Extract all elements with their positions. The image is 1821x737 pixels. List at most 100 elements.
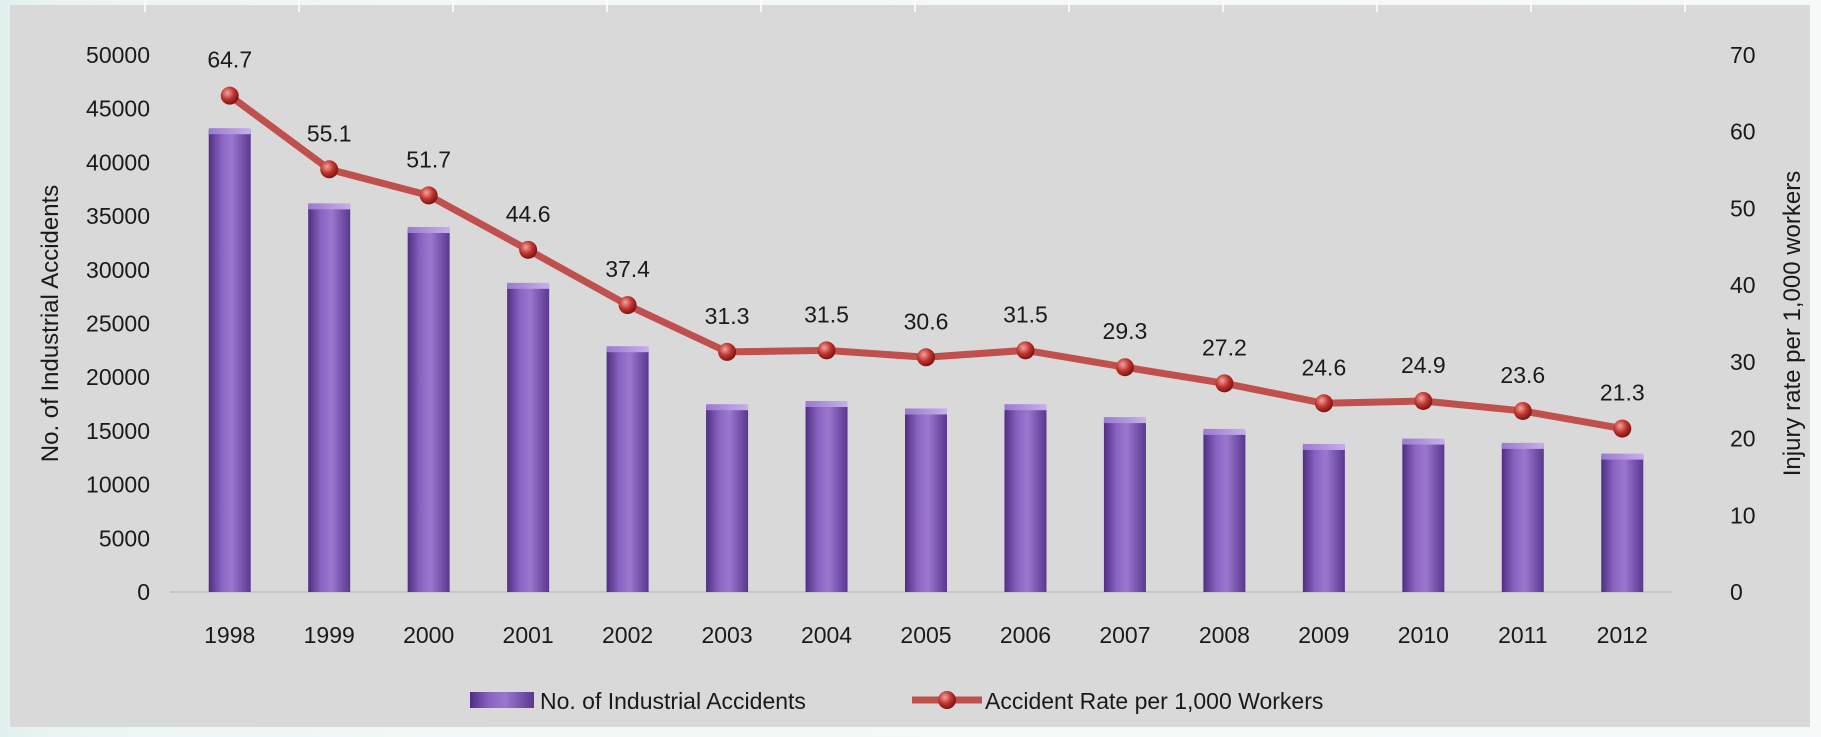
rate-data-label: 55.1: [307, 120, 352, 146]
x-tick-label: 2011: [1498, 622, 1547, 648]
rate-data-label: 44.6: [506, 201, 551, 227]
rate-marker: [718, 342, 737, 361]
bar-top: [1302, 443, 1345, 450]
right-tick-label: 20: [1730, 426, 1756, 452]
x-tick-label: 2012: [1597, 622, 1648, 648]
left-tick-label: 10000: [86, 472, 150, 498]
left-tick-label: 35000: [86, 203, 150, 229]
rate-marker: [220, 86, 239, 105]
x-tick-label: 1999: [304, 622, 355, 648]
bar-top: [407, 226, 450, 233]
rate-marker: [320, 160, 339, 179]
left-tick-label: 50000: [86, 42, 150, 68]
x-tick-label: 2001: [503, 622, 554, 648]
rate-data-label: 31.5: [804, 301, 849, 327]
rate-data-label: 21.3: [1600, 380, 1645, 406]
bar-body: [805, 402, 848, 592]
rate-marker: [1513, 401, 1532, 420]
rate-marker: [618, 296, 637, 315]
bar-body: [706, 406, 749, 592]
left-tick-label: 15000: [86, 418, 150, 444]
left-tick-label: 45000: [86, 96, 150, 122]
rate-data-label: 27.2: [1202, 334, 1247, 360]
bar: [208, 128, 251, 592]
rate-data-label: 64.7: [207, 47, 252, 73]
right-tick-label: 60: [1730, 119, 1756, 145]
bar: [407, 226, 450, 592]
bar: [805, 400, 848, 592]
bar-body: [1501, 444, 1544, 592]
bar: [606, 346, 649, 592]
x-tick-label: 2000: [403, 622, 454, 648]
bar-top: [1103, 417, 1146, 424]
rate-marker: [817, 341, 836, 360]
right-tick-label: 0: [1730, 579, 1743, 605]
left-tick-label: 0: [137, 579, 150, 605]
bar-top: [1501, 442, 1544, 449]
bar: [1004, 404, 1047, 592]
legend-swatch-rate-marker: [938, 691, 956, 709]
x-tick-label: 2007: [1099, 622, 1150, 648]
bar: [905, 408, 947, 592]
x-tick-label: 1998: [204, 622, 255, 648]
rate-data-label: 23.6: [1500, 362, 1545, 388]
rate-marker: [917, 348, 935, 367]
bar-top: [1601, 453, 1644, 460]
bar-series: [208, 128, 1644, 593]
x-tick-label: 2009: [1298, 622, 1349, 648]
left-tick-label: 40000: [86, 149, 150, 175]
top-tick-marks: [144, 0, 1686, 12]
rate-marker: [1613, 419, 1632, 438]
right-tick-label: 40: [1730, 272, 1756, 298]
x-tick-label: 2010: [1398, 622, 1449, 648]
x-tick-label: 2008: [1199, 622, 1250, 648]
rate-data-label: 30.6: [904, 308, 949, 334]
rate-data-label: 37.4: [605, 256, 650, 282]
rate-marker: [1414, 391, 1433, 410]
rate-marker: [1115, 358, 1134, 377]
left-tick-label: 20000: [86, 364, 150, 390]
bar: [1601, 453, 1644, 592]
right-tick-label: 10: [1730, 502, 1756, 528]
rate-marker: [1215, 374, 1234, 393]
rate-data-label: 51.7: [406, 146, 451, 172]
bar-body: [905, 410, 947, 592]
bar: [1501, 442, 1544, 592]
bar-top: [606, 346, 649, 353]
bar-top: [706, 404, 749, 411]
rate-marker: [1314, 394, 1333, 413]
x-tick-label: 2005: [900, 622, 951, 648]
bar-top: [507, 282, 550, 289]
legend-swatch-accidents: [470, 692, 534, 708]
legend: No. of Industrial Accidents Accident Rat…: [470, 688, 1323, 714]
right-axis: 0 10 20 30 40 50 60 70: [1730, 42, 1756, 605]
bar: [1203, 428, 1246, 592]
right-tick-label: 70: [1730, 42, 1756, 68]
legend-label-rate: Accident Rate per 1,000 Workers: [985, 688, 1323, 714]
bar-top: [805, 400, 848, 407]
bar-body: [1103, 419, 1146, 592]
bar-top: [208, 128, 251, 135]
bar-body: [208, 130, 251, 592]
bar-body: [1302, 445, 1345, 592]
bar-body: [1402, 440, 1445, 592]
line-series: [220, 86, 1632, 438]
x-axis-labels: 1998 1999 2000 2001 2002 2003 2004 2005 2006 2007…: [204, 622, 1648, 648]
bar: [507, 282, 550, 592]
bar-top: [1203, 428, 1246, 435]
rate-data-label: 24.9: [1401, 352, 1446, 378]
x-tick-label: 2006: [1000, 622, 1051, 648]
x-tick-label: 2002: [602, 622, 653, 648]
bar-body: [1203, 430, 1246, 592]
bar-top: [905, 408, 947, 415]
rate-data-label: 31.3: [705, 303, 750, 329]
legend-label-accidents: No. of Industrial Accidents: [540, 688, 806, 714]
bar-top: [1004, 404, 1047, 411]
rate-marker: [519, 240, 538, 259]
rate-data-label: 24.6: [1301, 354, 1346, 380]
left-tick-label: 5000: [99, 525, 150, 551]
rate-data-label: 29.3: [1103, 318, 1148, 344]
right-tick-label: 50: [1730, 195, 1756, 221]
bar-top: [308, 203, 351, 210]
right-axis-title: Injury rate per 1,000 workers: [1779, 171, 1806, 476]
